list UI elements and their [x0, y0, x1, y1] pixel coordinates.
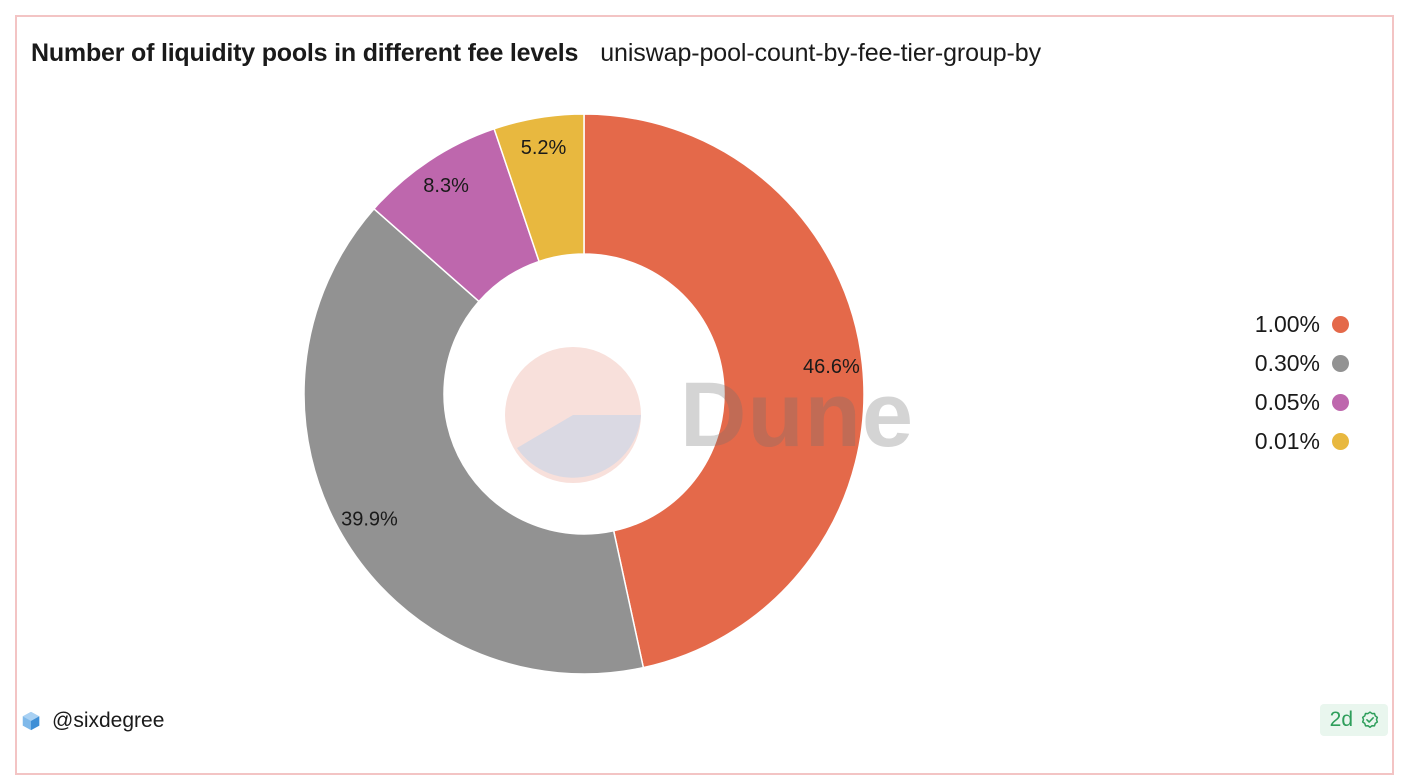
slice-labels: 46.6% 39.9% 8.3% 5.2% — [341, 137, 860, 530]
legend-item-0.01%[interactable]: 0.01% — [1229, 422, 1349, 461]
legend-swatch — [1332, 394, 1349, 411]
donut-slices — [303, 113, 865, 675]
legend-swatch — [1332, 433, 1349, 450]
chart-subtitle: uniswap-pool-count-by-fee-tier-group-by — [600, 39, 1041, 67]
freshness-label: 2d — [1329, 708, 1353, 731]
legend-swatch — [1332, 316, 1349, 333]
slice-0.30%[interactable] — [303, 207, 645, 675]
slice-0.01%[interactable] — [493, 113, 585, 263]
author-name[interactable]: @sixdegree — [52, 709, 165, 732]
legend-label: 0.30% — [1254, 350, 1320, 376]
slice-1.00%[interactable] — [583, 113, 865, 669]
freshness-badge: 2d — [1319, 704, 1388, 736]
slice-label-0.05%: 8.3% — [423, 175, 469, 197]
slice-label-0.30%: 39.9% — [341, 508, 398, 530]
check-badge-icon — [1361, 711, 1379, 728]
watermark-text: Dune — [680, 364, 914, 466]
dune-watermark: Dune — [505, 347, 914, 483]
legend-label: 0.01% — [1254, 428, 1320, 454]
chart-title: Number of liquidity pools in different f… — [31, 39, 579, 67]
legend-item-0.05%[interactable]: 0.05% — [1229, 383, 1349, 422]
legend-item-1.00%[interactable]: 1.00% — [1229, 305, 1349, 344]
slice-label-1.00%: 46.6% — [803, 356, 860, 378]
legend-label: 1.00% — [1254, 311, 1320, 337]
legend-label: 0.05% — [1254, 389, 1320, 415]
chart-header: Number of liquidity pools in different f… — [31, 39, 1041, 73]
author[interactable]: @sixdegree — [20, 706, 164, 736]
legend-item-0.30%[interactable]: 0.30% — [1229, 344, 1349, 383]
cube-icon — [22, 711, 40, 731]
chart-legend: 1.00% 0.30% 0.05% 0.01% — [1229, 305, 1349, 461]
legend-swatch — [1332, 355, 1349, 372]
slice-label-0.01%: 5.2% — [521, 137, 567, 159]
